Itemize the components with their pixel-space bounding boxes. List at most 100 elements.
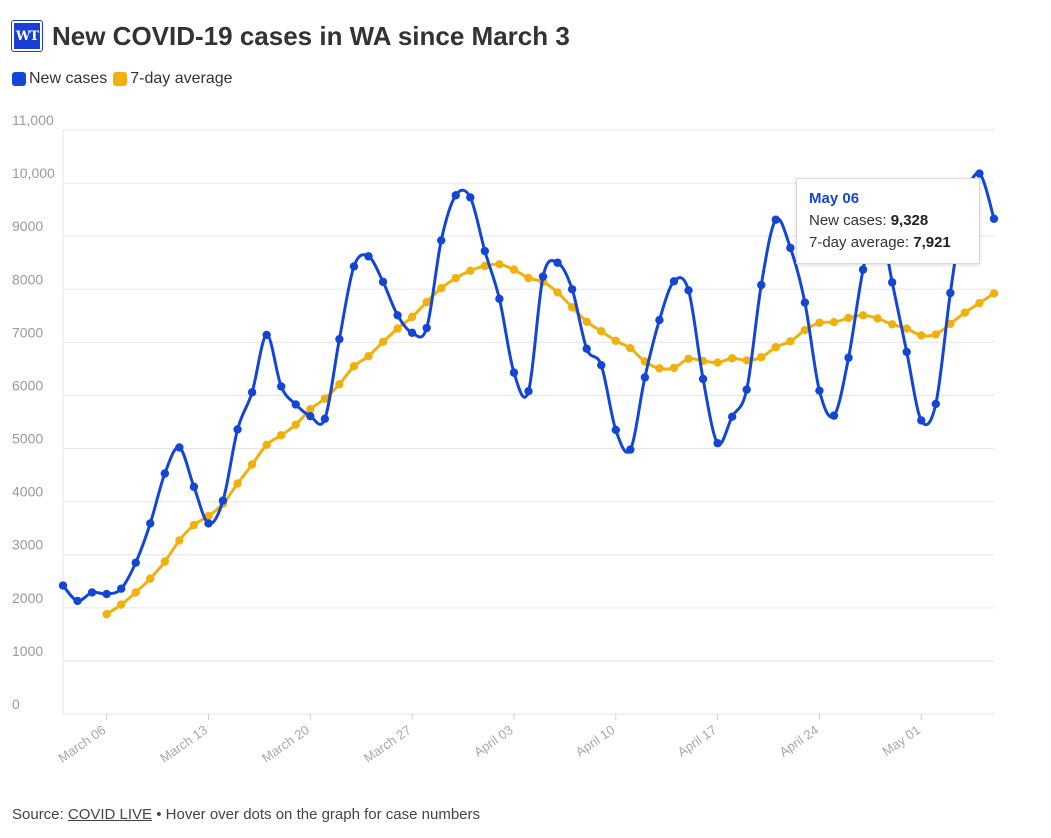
data-point-new-cases[interactable] (175, 443, 184, 452)
data-point-new-cases[interactable] (567, 285, 577, 294)
data-point-7-day-average[interactable] (946, 319, 955, 328)
data-point-7-day-average[interactable] (349, 362, 359, 371)
data-point-new-cases[interactable] (378, 277, 388, 287)
data-point-7-day-average[interactable] (116, 600, 126, 609)
data-point-7-day-average[interactable] (466, 266, 475, 275)
data-point-new-cases[interactable] (553, 258, 562, 267)
data-point-new-cases[interactable] (946, 288, 955, 298)
data-point-new-cases[interactable] (189, 482, 199, 491)
data-point-new-cases[interactable] (917, 416, 926, 425)
data-point-7-day-average[interactable] (102, 609, 111, 619)
data-point-new-cases[interactable] (466, 193, 475, 202)
data-point-7-day-average[interactable] (742, 356, 751, 365)
data-point-new-cases[interactable] (815, 386, 824, 395)
data-point-new-cases[interactable] (218, 496, 228, 505)
data-point-7-day-average[interactable] (917, 331, 926, 340)
data-point-7-day-average[interactable] (291, 420, 300, 429)
data-point-new-cases[interactable] (640, 373, 650, 382)
data-point-7-day-average[interactable] (727, 354, 737, 363)
data-point-7-day-average[interactable] (495, 260, 504, 269)
legend-item-7-day-average[interactable]: 7-day average (113, 70, 233, 88)
data-point-new-cases[interactable] (291, 400, 300, 409)
data-point-new-cases[interactable] (698, 374, 708, 384)
data-point-7-day-average[interactable] (189, 520, 199, 530)
data-point-7-day-average[interactable] (975, 298, 984, 308)
data-point-new-cases[interactable] (277, 382, 286, 391)
data-point-new-cases[interactable] (393, 311, 402, 320)
data-point-new-cases[interactable] (757, 280, 766, 290)
data-point-7-day-average[interactable] (829, 317, 839, 327)
data-point-new-cases[interactable] (771, 215, 780, 224)
data-point-7-day-average[interactable] (160, 557, 170, 566)
data-point-new-cases[interactable] (829, 411, 839, 420)
data-point-new-cases[interactable] (989, 214, 999, 223)
data-point-7-day-average[interactable] (335, 380, 344, 389)
data-point-new-cases[interactable] (626, 445, 635, 454)
data-point-7-day-average[interactable] (887, 320, 897, 329)
source-link[interactable]: COVID LIVE (67, 806, 153, 823)
data-point-7-day-average[interactable] (655, 364, 664, 373)
data-point-new-cases[interactable] (611, 425, 620, 435)
data-point-new-cases[interactable] (727, 412, 737, 421)
data-point-new-cases[interactable] (349, 262, 359, 271)
data-point-new-cases[interactable] (335, 334, 344, 344)
data-point-new-cases[interactable] (538, 272, 548, 281)
data-point-new-cases[interactable] (116, 584, 126, 593)
data-point-7-day-average[interactable] (713, 358, 722, 367)
data-point-7-day-average[interactable] (262, 440, 271, 450)
data-point-new-cases[interactable] (407, 328, 417, 338)
data-point-7-day-average[interactable] (669, 363, 679, 373)
data-point-new-cases[interactable] (597, 360, 606, 370)
data-point-7-day-average[interactable] (480, 261, 490, 271)
data-point-new-cases[interactable] (233, 425, 242, 434)
data-point-new-cases[interactable] (844, 353, 853, 362)
data-point-7-day-average[interactable] (422, 297, 431, 307)
data-point-new-cases[interactable] (247, 388, 257, 397)
data-point-new-cases[interactable] (713, 439, 722, 448)
data-point-new-cases[interactable] (931, 399, 941, 409)
data-point-new-cases[interactable] (364, 252, 373, 261)
data-point-new-cases[interactable] (73, 596, 82, 606)
data-point-7-day-average[interactable] (611, 336, 620, 345)
data-point-new-cases[interactable] (480, 246, 490, 256)
data-point-7-day-average[interactable] (582, 317, 591, 326)
data-point-7-day-average[interactable] (437, 284, 446, 293)
data-point-new-cases[interactable] (146, 519, 155, 528)
data-point-7-day-average[interactable] (407, 312, 417, 322)
data-point-7-day-average[interactable] (524, 273, 533, 283)
data-point-new-cases[interactable] (87, 588, 97, 597)
data-point-7-day-average[interactable] (393, 324, 402, 333)
data-point-new-cases[interactable] (262, 330, 271, 340)
data-point-new-cases[interactable] (742, 385, 751, 394)
data-point-new-cases[interactable] (437, 236, 446, 245)
data-point-7-day-average[interactable] (509, 265, 519, 274)
data-point-new-cases[interactable] (320, 414, 330, 424)
data-point-new-cases[interactable] (786, 243, 795, 253)
data-point-new-cases[interactable] (902, 347, 911, 357)
data-point-7-day-average[interactable] (364, 351, 373, 361)
data-point-7-day-average[interactable] (247, 460, 257, 469)
data-point-7-day-average[interactable] (771, 342, 780, 352)
data-point-7-day-average[interactable] (626, 344, 635, 353)
data-point-7-day-average[interactable] (902, 324, 911, 333)
data-point-7-day-average[interactable] (597, 327, 606, 336)
data-point-new-cases[interactable] (58, 581, 68, 590)
data-point-7-day-average[interactable] (277, 431, 286, 440)
data-point-new-cases[interactable] (669, 277, 679, 286)
data-point-new-cases[interactable] (582, 344, 591, 353)
data-point-7-day-average[interactable] (931, 330, 941, 339)
data-point-new-cases[interactable] (655, 315, 664, 325)
data-point-7-day-average[interactable] (844, 313, 853, 323)
data-point-new-cases[interactable] (306, 411, 315, 421)
data-point-new-cases[interactable] (451, 191, 460, 200)
data-point-7-day-average[interactable] (233, 479, 242, 488)
data-point-7-day-average[interactable] (960, 308, 970, 317)
data-point-new-cases[interactable] (684, 286, 693, 295)
data-point-7-day-average[interactable] (306, 405, 315, 414)
data-point-7-day-average[interactable] (451, 273, 460, 283)
data-point-7-day-average[interactable] (175, 536, 184, 545)
data-point-new-cases[interactable] (131, 558, 140, 567)
data-point-new-cases[interactable] (800, 298, 810, 307)
data-point-new-cases[interactable] (887, 278, 897, 287)
data-point-7-day-average[interactable] (786, 337, 795, 346)
